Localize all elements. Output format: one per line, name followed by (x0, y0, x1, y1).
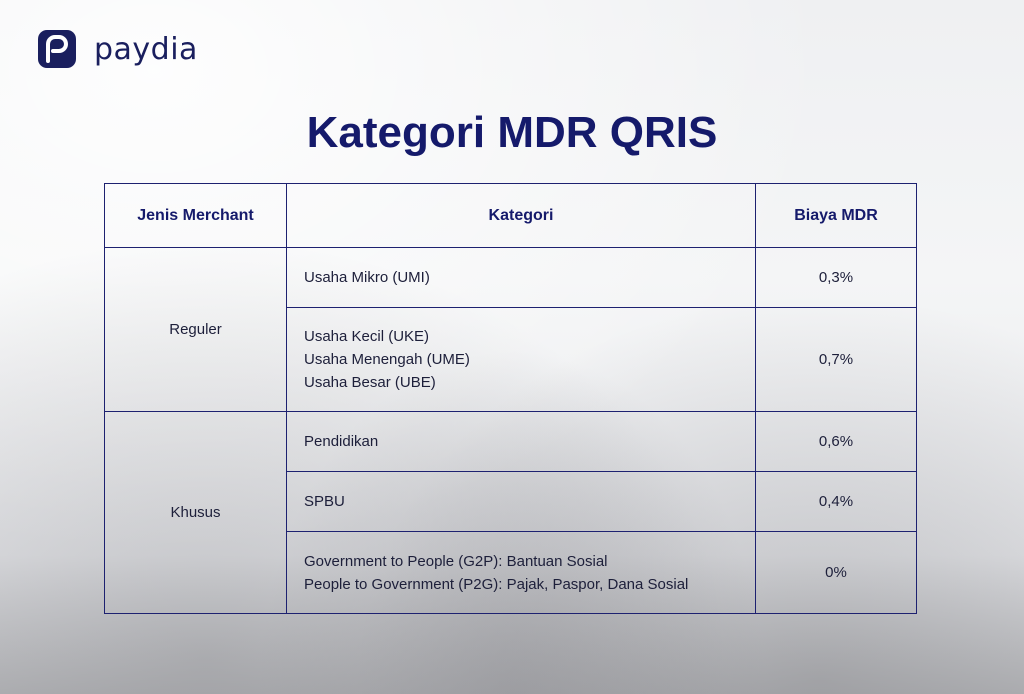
kategori-line: Usaha Besar (UBE) (304, 374, 436, 391)
brand-logo: paydia (38, 30, 198, 68)
kategori-cell: Government to People (G2P): Bantuan Sosi… (286, 531, 756, 614)
kategori-line: Usaha Kecil (UKE) (304, 328, 430, 345)
page-title: Kategori MDR QRIS (306, 108, 718, 157)
kategori-line: Pendidikan (304, 433, 379, 450)
merchant-cell-reguler: Reguler (104, 247, 287, 412)
kategori-cell: Usaha Kecil (UKE) Usaha Menengah (UME) U… (286, 307, 756, 412)
header-jenis-merchant: Jenis Merchant (104, 183, 287, 248)
biaya-cell: 0,6% (755, 411, 917, 472)
biaya-cell: 0,3% (755, 247, 917, 308)
kategori-line: Government to People (G2P): Bantuan Sosi… (304, 552, 608, 570)
header-kategori: Kategori (286, 183, 756, 248)
merchant-cell-khusus: Khusus (104, 411, 287, 614)
kategori-cell: SPBU (286, 471, 756, 532)
mdr-table: Jenis Merchant Kategori Biaya MDR Regule… (104, 183, 917, 614)
kategori-cell: Pendidikan (286, 411, 756, 472)
table-row: Reguler Usaha Mikro (UMI) 0,3% (104, 247, 917, 412)
table-row: Khusus Pendidikan 0,6% (104, 411, 917, 614)
table-header-row: Jenis Merchant Kategori Biaya MDR (104, 183, 917, 248)
kategori-line: SPBU (304, 493, 345, 510)
table-row: Usaha Kecil (UKE) Usaha Menengah (UME) U… (105, 307, 917, 412)
paydia-p-logo-icon (38, 30, 76, 68)
table-row: Government to People (G2P): Bantuan Sosi… (105, 531, 917, 614)
kategori-line: Usaha Mikro (UMI) (304, 269, 430, 286)
biaya-cell: 0,4% (755, 471, 917, 532)
brand-name: paydia (94, 31, 198, 67)
kategori-cell: Usaha Mikro (UMI) (286, 247, 756, 308)
biaya-cell: 0% (755, 531, 917, 614)
kategori-line: People to Government (P2G): Pajak, Paspo… (304, 575, 689, 593)
table-row: SPBU 0,4% (105, 471, 917, 532)
header-biaya-mdr: Biaya MDR (755, 183, 917, 248)
biaya-cell: 0,7% (755, 307, 917, 412)
kategori-line: Usaha Menengah (UME) (304, 351, 470, 368)
